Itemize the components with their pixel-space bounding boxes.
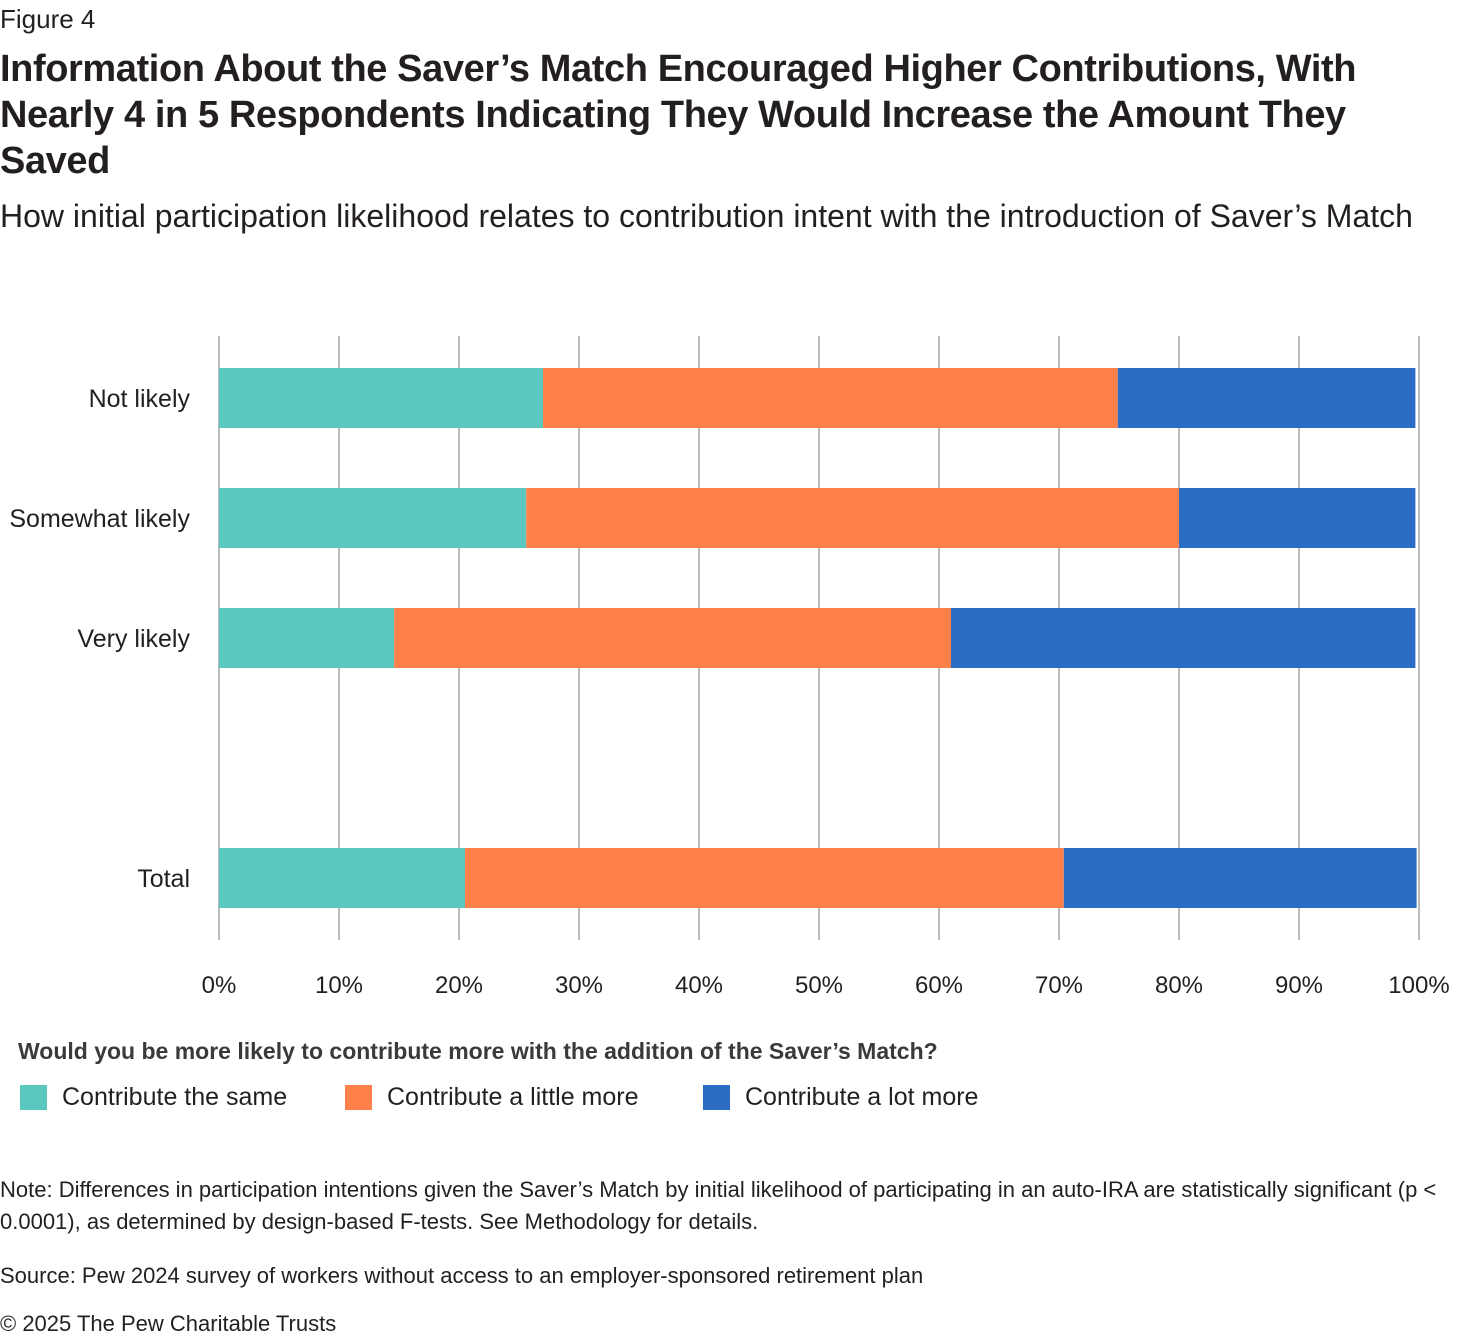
bar-segment bbox=[219, 848, 465, 908]
legend-label-lot-more: Contribute a lot more bbox=[745, 1083, 979, 1111]
legend-swatch-same bbox=[20, 1085, 47, 1110]
legend-label-same: Contribute the same bbox=[62, 1083, 288, 1111]
bar-segment bbox=[219, 368, 543, 428]
bar-segment bbox=[951, 608, 1416, 668]
chart-note: Note: Differences in participation inten… bbox=[0, 1177, 1437, 1234]
x-tick-label: 70% bbox=[1035, 972, 1083, 999]
x-tick-label: 0% bbox=[202, 972, 237, 999]
bar-segment bbox=[219, 488, 527, 548]
x-tick-label: 100% bbox=[1388, 972, 1449, 999]
y-tick-label: Very likely bbox=[77, 625, 190, 653]
x-tick-label: 90% bbox=[1275, 972, 1323, 999]
legend-title: Would you be more likely to contribute m… bbox=[18, 1038, 938, 1064]
figure-label: Figure 4 bbox=[0, 4, 96, 34]
x-tick-label: 20% bbox=[435, 972, 483, 999]
x-tick-label: 10% bbox=[315, 972, 363, 999]
legend-swatch-little-more bbox=[345, 1085, 372, 1110]
x-tick-label: 40% bbox=[675, 972, 723, 999]
x-tick-label: 60% bbox=[915, 972, 963, 999]
bar-segment bbox=[219, 608, 395, 668]
y-tick-label: Total bbox=[137, 865, 190, 893]
x-tick-label: 50% bbox=[795, 972, 843, 999]
copyright: © 2025 The Pew Charitable Trusts bbox=[0, 1311, 337, 1336]
y-tick-label: Somewhat likely bbox=[9, 505, 190, 533]
bar-segment bbox=[543, 368, 1118, 428]
bar-segment bbox=[1063, 848, 1417, 908]
bar-segment bbox=[394, 608, 951, 668]
bar-segment bbox=[526, 488, 1179, 548]
legend-swatch-lot-more bbox=[703, 1085, 730, 1110]
bar-segment bbox=[1179, 488, 1416, 548]
x-tick-label: 80% bbox=[1155, 972, 1203, 999]
bar-segment bbox=[1117, 368, 1416, 428]
chart-source: Source: Pew 2024 survey of workers witho… bbox=[0, 1263, 924, 1288]
x-tick-label: 30% bbox=[555, 972, 603, 999]
stacked-bar-chart: Not likely Somewhat likely Very likely Tota… bbox=[9, 336, 1450, 999]
chart-title: Information About the Saver’s Match Enco… bbox=[0, 48, 1357, 182]
legend-label-little-more: Contribute a little more bbox=[387, 1083, 639, 1111]
y-tick-label: Not likely bbox=[89, 385, 191, 413]
chart-subtitle: How initial participation likelihood rel… bbox=[0, 198, 1413, 234]
bar-segment bbox=[465, 848, 1064, 908]
